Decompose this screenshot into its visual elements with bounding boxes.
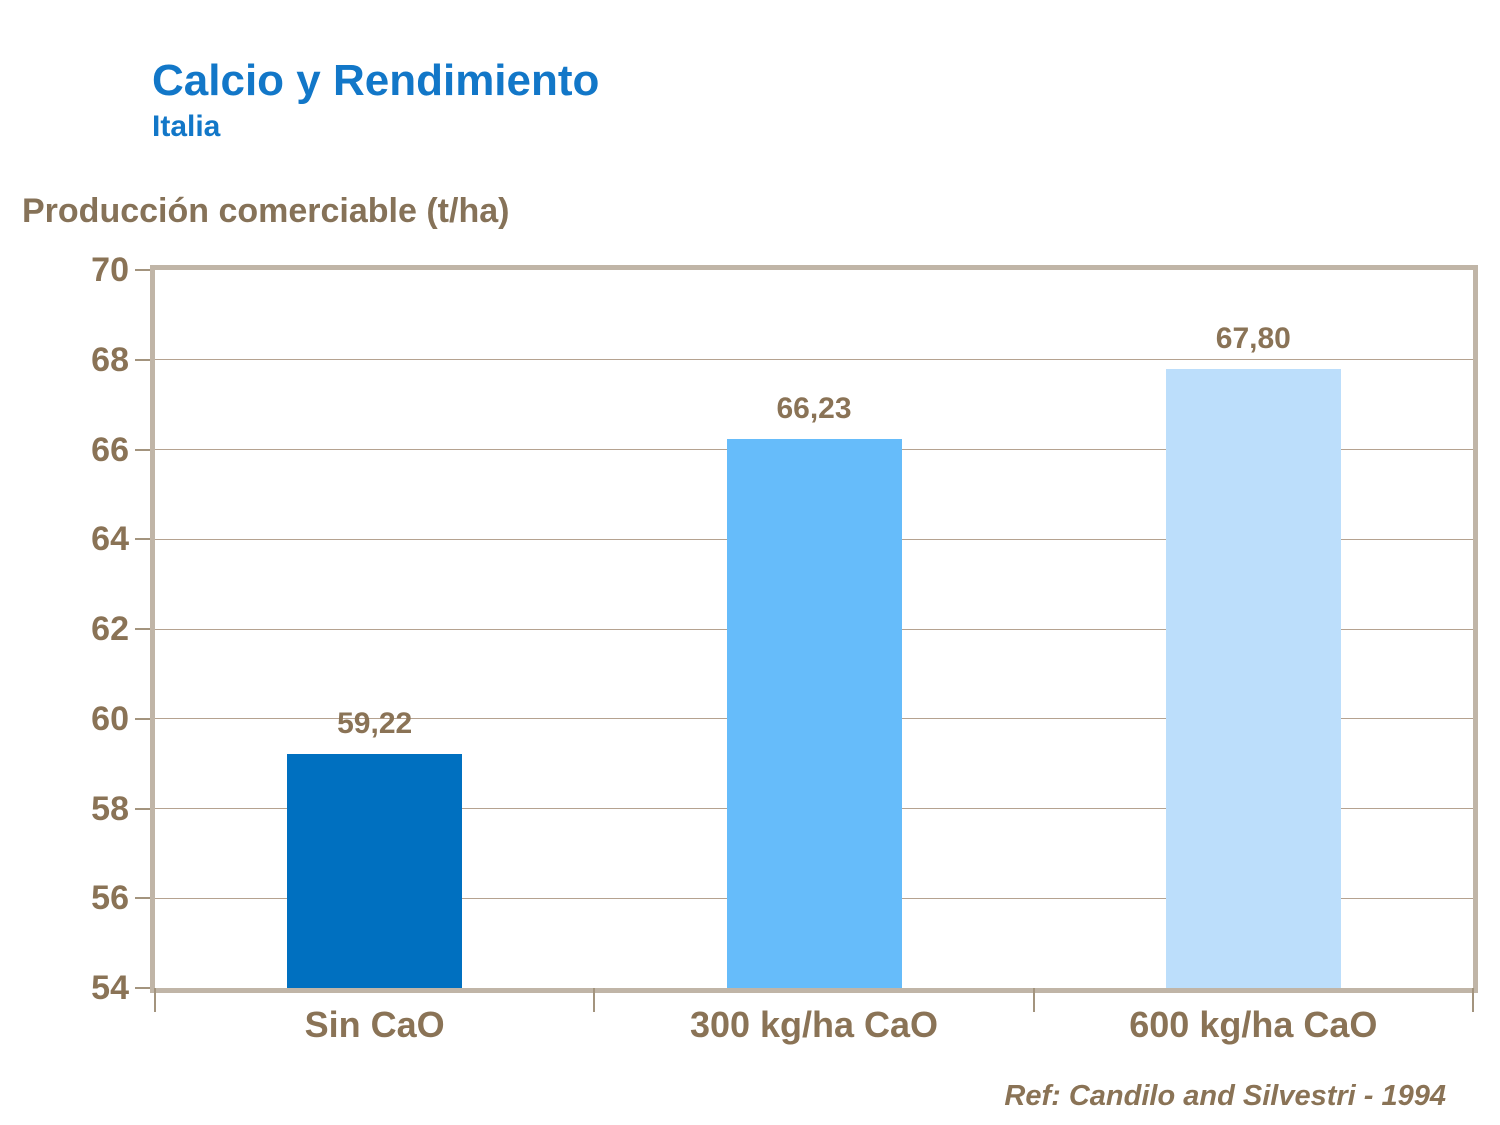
bar-value-label-sin-cao: 59,22: [337, 706, 413, 740]
y-axis-tick-label-58: 58: [91, 789, 129, 828]
y-axis-tick-60: [135, 717, 150, 720]
y-axis-tick-56: [135, 897, 150, 900]
reference-text: Ref: Candilo and Silvestri - 1994: [1004, 1080, 1446, 1112]
y-axis-tick-label-62: 62: [91, 610, 129, 648]
category-label-300-kg-ha-cao: 300 kg/ha CaO: [689, 1004, 939, 1045]
y-axis-tick-label-66: 66: [91, 430, 129, 469]
x-axis-tick-0: [154, 988, 156, 1012]
y-axis-tick-62: [135, 628, 150, 630]
category-label-600-kg-ha-cao: 600 kg/ha CaO: [1129, 1004, 1378, 1045]
bar-600-kg-ha-cao: [1165, 368, 1341, 988]
chart-title: Calcio y Rendimiento: [152, 56, 600, 105]
y-axis-tick-label-60: 60: [91, 699, 129, 738]
y-axis-tick-label-68: 68: [91, 340, 129, 379]
bar-300-kg-ha-cao: [726, 439, 902, 988]
y-axis-tick-64: [135, 538, 150, 541]
y-axis-title: Producción comerciable (t/ha): [22, 192, 510, 230]
y-axis-tick-54: [135, 987, 150, 989]
bar-sin-cao: [287, 753, 463, 988]
bar-value-label-600-kg-ha-cao: 67,80: [1215, 321, 1291, 355]
chart-subtitle: Italia: [152, 110, 221, 143]
y-axis-tick-label-64: 64: [91, 520, 129, 559]
y-axis-tick-label-54: 54: [91, 969, 129, 1007]
x-axis-tick-1: [593, 988, 596, 1012]
y-axis-tick-label-56: 56: [91, 879, 129, 918]
plot-area: 54 56 58 60 62 64 66 68 70 59,22 Sin CaO 66,23 300 k…: [91, 251, 1478, 1044]
y-axis-tick-58: [135, 807, 150, 810]
category-label-sin-cao: Sin CaO: [304, 1004, 445, 1045]
y-axis-tick-70: [135, 269, 150, 271]
x-axis-tick-2: [1032, 988, 1035, 1012]
bar-value-label-300-kg-ha-cao: 66,23: [776, 392, 852, 426]
y-axis-tick-68: [135, 358, 150, 361]
y-axis-tick-label-70: 70: [91, 251, 129, 289]
gridline-68: [155, 359, 1473, 361]
y-axis-tick-66: [135, 448, 150, 451]
x-axis-tick-3: [1472, 988, 1474, 1012]
